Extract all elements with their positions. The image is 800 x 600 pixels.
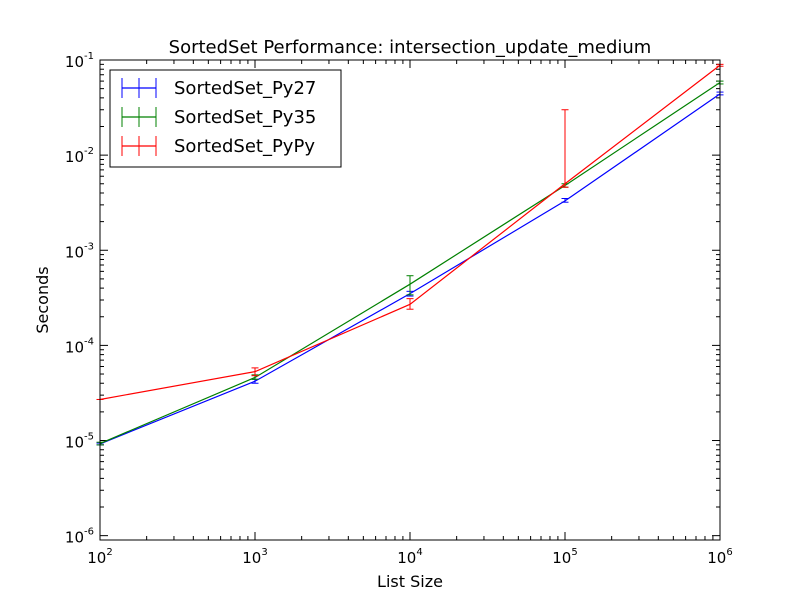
x-tick-label-exponent: 6: [726, 547, 732, 558]
plot-border: [99, 59, 721, 541]
legend-box: [109, 69, 342, 168]
x-tick-label-exponent: 2: [106, 547, 112, 558]
x-axis-title: List Size: [377, 572, 443, 591]
y-tick-label-base: 10: [65, 338, 84, 356]
x-tick-label: 104: [397, 547, 422, 567]
y-tick-label-exponent: -3: [84, 241, 94, 252]
legend-label: SortedSet_Py35: [174, 107, 316, 128]
x-tick-label-exponent: 5: [571, 547, 577, 558]
legend-label: SortedSet_PyPy: [174, 136, 315, 157]
x-tick-label: 103: [242, 547, 267, 567]
y-tick-label-exponent: -1: [84, 51, 94, 62]
y-tick-label: 10-3: [65, 241, 94, 261]
x-tick-label-base: 10: [87, 549, 106, 567]
legend-entry: SortedSet_Py35: [121, 107, 316, 128]
y-tick-label-base: 10: [65, 148, 84, 166]
y-tick-label: 10-2: [65, 146, 94, 166]
y-tick-label: 10-5: [65, 432, 94, 452]
y-axis-title: Seconds: [33, 266, 52, 333]
y-tick-label-base: 10: [65, 434, 84, 452]
y-tick-label-base: 10: [65, 243, 84, 261]
x-tick-label-exponent: 3: [261, 547, 267, 558]
legend: SortedSet_Py27 SortedSet_Py35 SortedSet_Py…: [109, 69, 342, 168]
legend-entry: SortedSet_Py27: [121, 78, 316, 99]
x-tick-label-base: 10: [242, 549, 261, 567]
y-tick-label-base: 10: [65, 53, 84, 71]
y-tick-label-exponent: -6: [84, 527, 94, 538]
y-tick-label: 10-6: [65, 527, 94, 547]
x-tick-label-base: 10: [397, 549, 416, 567]
y-tick-label-exponent: -5: [84, 432, 94, 443]
x-tick-label-base: 10: [707, 549, 726, 567]
legend-entry: SortedSet_PyPy: [121, 136, 315, 157]
x-tick-label-exponent: 4: [416, 547, 422, 558]
y-tick-label-base: 10: [65, 529, 84, 547]
x-tick-label: 105: [552, 547, 577, 567]
chart-title: SortedSet Performance: intersection_upda…: [169, 37, 652, 58]
y-tick-label-exponent: -2: [84, 146, 94, 157]
x-tick-label: 102: [87, 547, 112, 567]
y-tick-label-exponent: -4: [84, 336, 94, 347]
legend-label: SortedSet_Py27: [174, 78, 316, 99]
y-tick-label: 10-4: [65, 336, 94, 356]
x-tick-label: 106: [707, 547, 732, 567]
x-tick-label-base: 10: [552, 549, 571, 567]
series-group: [96, 63, 724, 446]
y-tick-label: 10-1: [65, 51, 94, 71]
